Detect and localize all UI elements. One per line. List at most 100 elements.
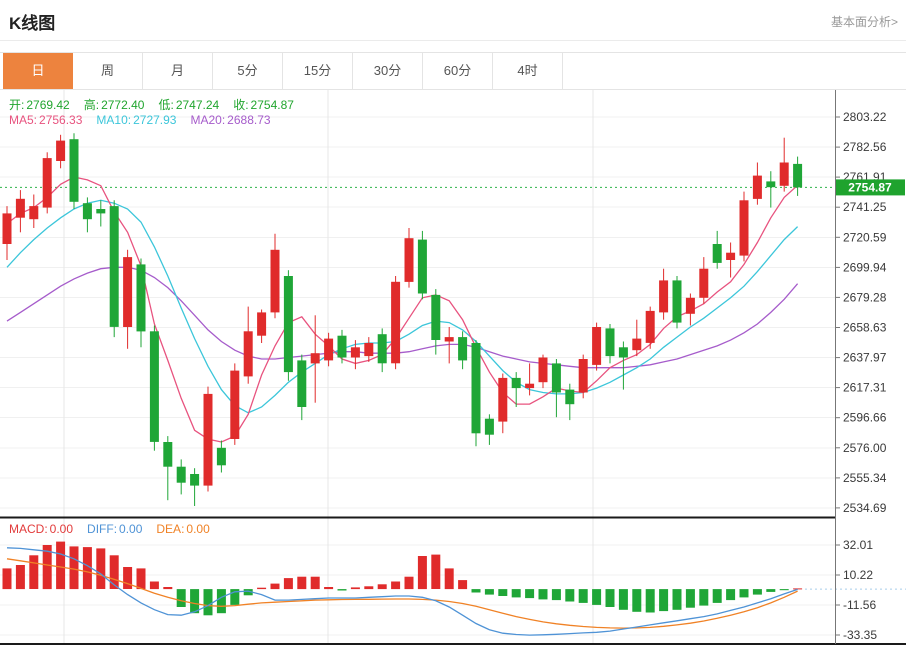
macd-label: MACD: xyxy=(9,522,48,536)
macd-histogram-bar xyxy=(551,589,561,601)
fundamental-analysis-link[interactable]: 基本面分析> xyxy=(830,15,898,29)
tab-60分[interactable]: 60分 xyxy=(423,53,493,89)
open-value: 2769.42 xyxy=(26,98,70,112)
candle-body xyxy=(458,337,468,361)
ma10-label: MA10: xyxy=(96,113,132,127)
tab-4时[interactable]: 4时 xyxy=(493,53,563,89)
price-axis-label: 2617.31 xyxy=(843,381,887,395)
diff-value: 0.00 xyxy=(119,522,143,536)
price-axis-label: 2741.25 xyxy=(843,200,887,214)
price-axis-label: 2555.34 xyxy=(843,471,887,485)
macd-histogram-bar xyxy=(659,589,669,612)
macd-histogram-bar xyxy=(283,578,293,590)
high-value: 2772.40 xyxy=(101,98,145,112)
macd-histogram-bar xyxy=(752,589,762,595)
candle-body xyxy=(685,297,695,314)
tab-月[interactable]: 月 xyxy=(143,53,213,89)
macd-histogram-bar xyxy=(364,586,374,590)
macd-histogram-bar xyxy=(538,589,548,600)
price-axis-label: 2658.63 xyxy=(843,321,887,335)
macd-histogram-bar xyxy=(444,568,454,590)
macd-histogram-bar xyxy=(699,589,709,606)
macd-histogram-bar xyxy=(417,556,427,590)
ma10-line xyxy=(6,199,799,414)
chart-canvas[interactable]: 2803.222782.562761.912741.252720.592699.… xyxy=(0,90,906,648)
candle-body xyxy=(176,466,186,483)
price-axis-label: 2803.22 xyxy=(843,110,887,124)
dea-value: 0.00 xyxy=(186,522,210,536)
candle-body xyxy=(123,257,133,327)
macd-histogram-bar xyxy=(243,589,253,596)
candle-body xyxy=(699,268,709,298)
macd-axis-label: -33.35 xyxy=(843,628,877,642)
tab-周[interactable]: 周 xyxy=(73,53,143,89)
candle-body xyxy=(350,347,360,358)
candle-body xyxy=(766,181,776,188)
candle-body xyxy=(109,206,119,327)
candle-body xyxy=(659,280,669,313)
macd-histogram-bar xyxy=(511,589,521,598)
macd-histogram-bar xyxy=(2,568,12,590)
macd-histogram-bar xyxy=(350,587,360,590)
macd-histogram-bar xyxy=(136,568,146,590)
candle-body xyxy=(257,312,267,336)
macd-histogram-bar xyxy=(739,589,749,598)
ohlc-legend: 开: 2769.42 高: 2772.40 低: 2747.24 收: 2754.87 xyxy=(9,96,308,113)
macd-histogram-bar xyxy=(109,555,119,589)
candle-body xyxy=(444,337,454,342)
candle-body xyxy=(565,389,575,405)
macd-histogram-bar xyxy=(779,589,789,591)
candle-body xyxy=(739,200,749,256)
macd-histogram-bar xyxy=(324,587,334,590)
macd-histogram-bar xyxy=(632,589,642,612)
macd-histogram-bar xyxy=(123,567,133,589)
candle-body xyxy=(484,418,494,435)
price-axis-label: 2596.66 xyxy=(843,411,887,425)
candle-body xyxy=(779,162,789,186)
close-label: 收: xyxy=(233,98,249,112)
price-axis-label: 2699.94 xyxy=(843,260,887,274)
candle-body xyxy=(793,163,803,188)
candle-body xyxy=(2,213,12,244)
candle-body xyxy=(618,347,628,358)
current-price-badge xyxy=(836,179,905,196)
tab-日[interactable]: 日 xyxy=(3,53,73,89)
macd-histogram-bar xyxy=(203,589,213,616)
macd-histogram-bar xyxy=(431,554,441,589)
macd-histogram-bar xyxy=(458,580,468,590)
macd-histogram-bar xyxy=(565,589,575,602)
macd-histogram-bar xyxy=(216,589,226,614)
macd-histogram-bar xyxy=(69,546,79,590)
tab-15分[interactable]: 15分 xyxy=(283,53,353,89)
diff-line xyxy=(6,547,798,636)
candle-body xyxy=(216,447,226,466)
candle-body xyxy=(471,343,481,434)
tab-5分[interactable]: 5分 xyxy=(213,53,283,89)
macd-legend: MACD: 0.00 DIFF: 0.00 DEA: 0.00 xyxy=(9,522,224,536)
macd-histogram-bar xyxy=(645,589,655,613)
macd-histogram-bar xyxy=(297,576,307,590)
candle-body xyxy=(203,393,213,486)
macd-histogram-bar xyxy=(42,545,52,590)
candle-body xyxy=(431,294,441,340)
macd-histogram-bar xyxy=(578,589,588,603)
chart-area[interactable]: 2803.22 2782.56 2761.91 2741.25 2720.59 2699.… xyxy=(0,90,906,648)
macd-axis-label: 10.22 xyxy=(843,568,873,582)
tab-30分[interactable]: 30分 xyxy=(353,53,423,89)
candle-body xyxy=(163,442,173,467)
candle-body xyxy=(190,474,200,486)
price-axis-label: 2637.97 xyxy=(843,351,887,365)
candle-body xyxy=(578,359,588,393)
candle-body xyxy=(632,338,642,351)
macd-histogram-bar xyxy=(712,589,722,603)
ma20-value: 2688.73 xyxy=(227,113,271,127)
macd-histogram-bar xyxy=(471,589,481,593)
candle-body xyxy=(82,203,92,220)
close-value: 2754.87 xyxy=(250,98,294,112)
candle-body xyxy=(29,206,39,220)
macd-histogram-bar xyxy=(15,565,25,590)
dea-label: DEA: xyxy=(156,522,185,536)
macd-histogram-bar xyxy=(726,589,736,601)
price-axis-label: 2782.56 xyxy=(843,140,887,154)
candle-body xyxy=(230,370,240,439)
